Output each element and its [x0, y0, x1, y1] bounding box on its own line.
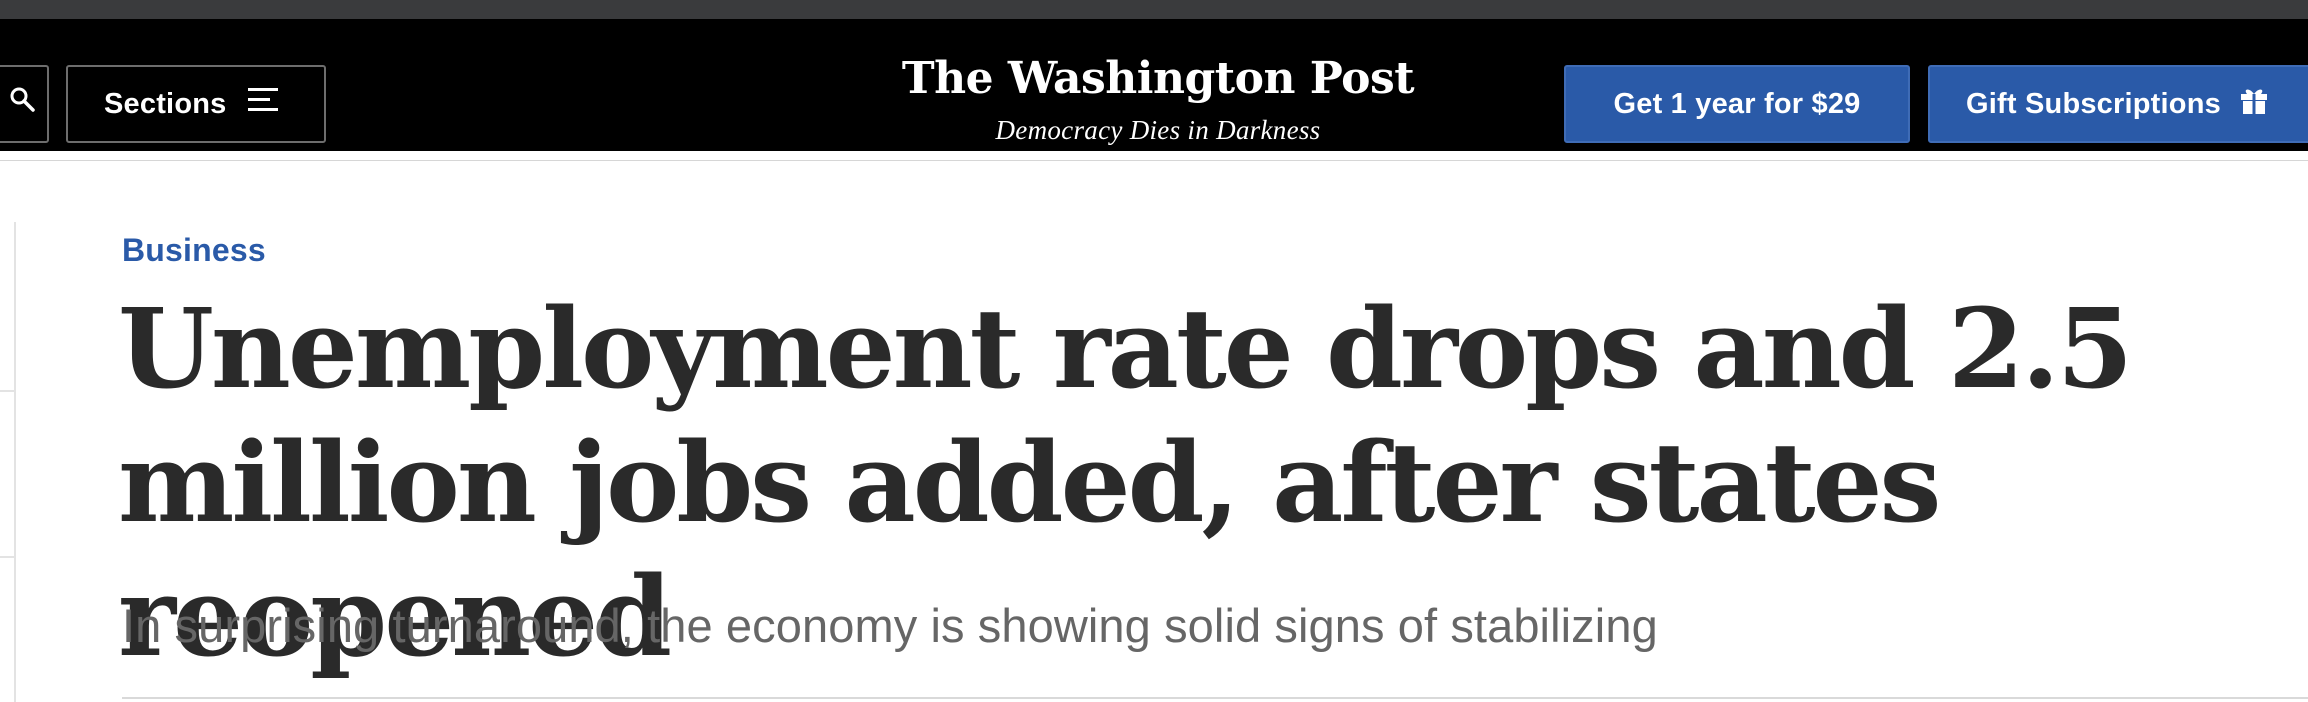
search-icon: [10, 87, 36, 121]
subscribe-button[interactable]: Get 1 year for $29: [1564, 65, 1910, 143]
section-kicker-link[interactable]: Business: [122, 232, 266, 268]
header-divider: [0, 151, 2308, 161]
gift-subscriptions-label: Gift Subscriptions: [1966, 87, 2221, 120]
subscribe-label: Get 1 year for $29: [1613, 87, 1861, 120]
masthead[interactable]: The Washington Post Democracy Dies in Da…: [900, 49, 1416, 147]
logo[interactable]: The Washington Post: [901, 53, 1415, 104]
gift-icon: [2239, 85, 2269, 123]
article-divider: [122, 697, 2308, 699]
article-subheadline: In surprising turnaround, the economy is…: [122, 599, 1658, 652]
tagline: Democracy Dies in Darkness: [995, 115, 1321, 145]
rail-divider: [0, 556, 14, 558]
sections-button[interactable]: Sections: [66, 65, 326, 143]
site-header: Sections The Washington Post Democracy D…: [0, 19, 2308, 151]
left-rail: [0, 222, 16, 702]
sections-label: Sections: [104, 87, 227, 120]
hamburger-icon: [248, 86, 280, 122]
article-headline: Unemployment rate drops and 2.5 million …: [118, 284, 2133, 681]
search-button[interactable]: [0, 65, 49, 143]
gift-subscriptions-button[interactable]: Gift Subscriptions: [1928, 65, 2308, 143]
browser-top-strip: [0, 0, 2308, 19]
rail-divider: [0, 390, 14, 392]
